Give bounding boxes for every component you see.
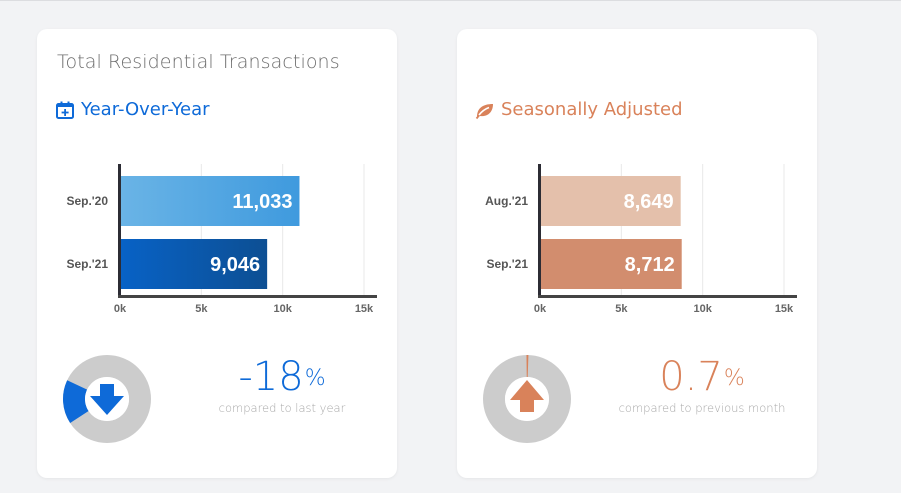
- leaf-icon: [475, 100, 495, 120]
- change-value: 0.7: [659, 354, 723, 400]
- category-label: Sep.'21: [66, 257, 108, 271]
- bar-value-label: 11,033: [232, 191, 292, 213]
- x-tick-label: 10k: [273, 303, 292, 315]
- x-tick-label: 15k: [355, 303, 374, 315]
- change-value: -18: [238, 354, 304, 400]
- bar: [540, 239, 682, 289]
- bar-value-label: 8,649: [624, 191, 674, 213]
- subhead-seasonally-adjusted: Seasonally Adjusted: [475, 99, 683, 120]
- subhead-year-over-year: Year-Over-Year: [55, 99, 210, 120]
- bar-chart-seasonally-adjusted: Aug.'21 8,649 Sep.'21 8,712 0k 5k 10k 15k: [485, 164, 797, 315]
- y-axis: [538, 164, 541, 298]
- x-tick-label: 0k: [114, 303, 127, 315]
- bar: [120, 239, 268, 289]
- x-tick-label: 0k: [534, 303, 547, 315]
- change-stat: -18% compared to last year: [197, 355, 367, 415]
- arrow-up-icon: [510, 380, 544, 412]
- category-label: Sep.'20: [66, 194, 108, 208]
- change-unit: %: [304, 366, 326, 391]
- change-donut: [483, 355, 571, 443]
- change-caption: compared to last year: [218, 401, 346, 415]
- x-tick-label: 5k: [615, 303, 628, 315]
- bar: [540, 176, 681, 226]
- y-axis: [118, 164, 121, 298]
- card-seasonally-adjusted: Seasonally Adjusted Aug.'21 8,649 Sep.'21 8…: [457, 29, 817, 478]
- category-label: Sep.'21: [486, 257, 528, 271]
- top-border: [0, 0, 901, 1]
- change-unit: %: [723, 366, 745, 391]
- x-tick-label: 5k: [195, 303, 208, 315]
- x-tick-label: 10k: [693, 303, 712, 315]
- subhead-label: Year-Over-Year: [81, 99, 210, 120]
- category-label: Aug.'21: [485, 194, 528, 208]
- subhead-label: Seasonally Adjusted: [501, 99, 683, 120]
- x-axis: [118, 295, 377, 298]
- x-axis: [538, 295, 797, 298]
- x-tick-label: 15k: [775, 303, 794, 315]
- bar: [120, 176, 300, 226]
- card-year-over-year: Total Residential Transactions Year-Over…: [37, 29, 397, 478]
- bar-chart-year-over-year: Sep.'20 11,033 Sep.'21 9,046 0k 5k 10k 15k: [66, 164, 377, 315]
- calendar-plus-icon: [55, 100, 75, 120]
- bar-value-label: 9,046: [210, 254, 260, 276]
- change-stat: 0.7% compared to previous month: [597, 355, 807, 415]
- donut-change-segment: [526, 355, 529, 378]
- arrow-down-icon: [90, 384, 124, 415]
- change-donut: [63, 355, 151, 443]
- change-caption: compared to previous month: [618, 401, 786, 415]
- donut-change-segment: [63, 380, 89, 424]
- bar-value-label: 8,712: [625, 254, 675, 276]
- card-title: Total Residential Transactions: [57, 51, 340, 73]
